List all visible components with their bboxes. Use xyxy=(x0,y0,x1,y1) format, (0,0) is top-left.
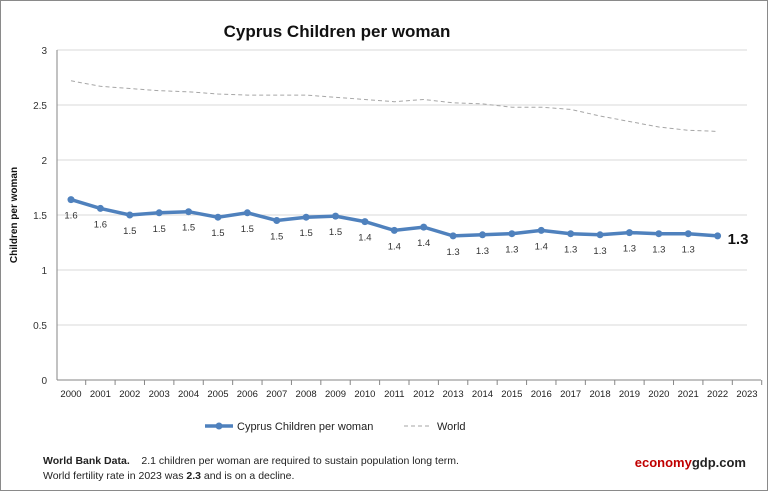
x-tick-label: 2001 xyxy=(90,389,111,400)
x-tick-label: 2013 xyxy=(443,389,464,400)
cyprus-data-point xyxy=(214,213,222,221)
cyprus-data-point xyxy=(155,209,163,217)
x-tick-label: 2015 xyxy=(501,389,522,400)
x-tick-label: 2019 xyxy=(619,389,640,400)
data-label: 1.5 xyxy=(211,228,224,239)
cyprus-data-point xyxy=(243,209,251,217)
brand-logo[interactable]: economygdp.com xyxy=(635,455,746,470)
footer-text: and is on a decline. xyxy=(200,470,295,482)
legend-world-label: World xyxy=(437,421,466,433)
world-rate: 2.3 xyxy=(186,470,201,482)
x-tick-label: 2020 xyxy=(648,389,669,400)
y-tick-label: 2.5 xyxy=(33,101,47,112)
cyprus-data-point xyxy=(655,230,663,238)
y-tick-label: 1 xyxy=(41,266,47,277)
y-axis-label: Children per woman xyxy=(9,167,20,263)
footer-note: 2.1 children per woman are required to s… xyxy=(141,455,459,467)
cyprus-data-point xyxy=(96,204,104,212)
x-tick-label: 2004 xyxy=(178,389,199,400)
legend-cyprus-marker xyxy=(215,422,223,430)
cyprus-data-point xyxy=(567,230,575,238)
cyprus-data-point xyxy=(332,212,340,220)
data-label: 1.5 xyxy=(270,232,283,243)
x-tick-label: 2002 xyxy=(119,389,140,400)
data-label: 1.4 xyxy=(535,241,548,252)
data-label: 1.3 xyxy=(682,245,695,256)
data-label: 1.3 xyxy=(652,245,665,256)
x-tick-label: 2006 xyxy=(237,389,258,400)
data-label: 1.6 xyxy=(64,211,77,222)
chart-title: Cyprus Children per woman xyxy=(224,22,451,41)
x-tick-label: 2000 xyxy=(60,389,81,400)
data-label: 1.3 xyxy=(476,246,489,257)
data-label: 1.4 xyxy=(388,241,401,252)
data-label: 1.5 xyxy=(329,227,342,238)
cyprus-data-point xyxy=(302,213,310,221)
cyprus-data-point xyxy=(625,229,633,237)
last-value-label: 1.3 xyxy=(728,231,749,248)
x-tick-label: 2023 xyxy=(736,389,757,400)
data-label: 1.3 xyxy=(623,244,636,255)
brand-dark: gdp.com xyxy=(691,455,746,470)
y-tick-label: 0.5 xyxy=(33,321,47,332)
world-series-line xyxy=(70,80,718,132)
cyprus-data-point xyxy=(185,208,193,216)
x-tick-label: 2005 xyxy=(207,389,228,400)
data-label: 1.5 xyxy=(182,223,195,234)
data-label: 1.4 xyxy=(417,238,430,249)
x-tick-label: 2011 xyxy=(384,389,404,400)
y-tick-label: 0 xyxy=(41,376,47,387)
cyprus-data-point xyxy=(126,211,134,219)
data-label: 1.3 xyxy=(593,246,606,257)
cyprus-data-point xyxy=(684,230,692,238)
x-tick-label: 2012 xyxy=(413,389,434,400)
x-tick-label: 2016 xyxy=(531,389,552,400)
brand-red: economy xyxy=(634,455,692,470)
data-label: 1.3 xyxy=(446,247,459,258)
x-tick-label: 2022 xyxy=(707,389,728,400)
cyprus-data-point xyxy=(390,226,398,234)
legend-cyprus-label: Cyprus Children per woman xyxy=(237,421,373,433)
footer-line-2: World fertility rate in 2023 was 2.3 and… xyxy=(43,470,294,482)
cyprus-data-point xyxy=(714,232,722,240)
cyprus-data-point xyxy=(67,196,75,204)
cyprus-data-point xyxy=(508,230,516,238)
y-tick-label: 3 xyxy=(41,46,47,57)
cyprus-data-point xyxy=(420,223,428,231)
data-label: 1.3 xyxy=(505,245,518,256)
cyprus-data-point xyxy=(449,232,457,240)
x-tick-label: 2021 xyxy=(678,389,699,400)
x-tick-label: 2010 xyxy=(354,389,375,400)
cyprus-data-point xyxy=(478,231,486,239)
cyprus-data-point xyxy=(273,217,281,224)
footer-text: World fertility rate in 2023 was xyxy=(43,470,187,482)
source-label: World Bank Data. xyxy=(43,455,130,467)
x-tick-label: 2008 xyxy=(296,389,317,400)
data-label: 1.5 xyxy=(153,224,166,235)
x-tick-label: 2017 xyxy=(560,389,581,400)
data-label: 1.5 xyxy=(300,228,313,239)
data-label: 1.4 xyxy=(358,233,371,244)
cyprus-data-point xyxy=(596,231,604,239)
x-tick-label: 2018 xyxy=(589,389,610,400)
y-tick-label: 1.5 xyxy=(33,211,47,222)
y-tick-label: 2 xyxy=(41,156,47,167)
data-label: 1.6 xyxy=(94,219,107,230)
cyprus-data-point xyxy=(537,226,545,234)
x-tick-label: 2007 xyxy=(266,389,287,400)
x-tick-label: 2014 xyxy=(472,389,493,400)
data-label: 1.3 xyxy=(564,245,577,256)
footer-line-1: World Bank Data. 2.1 children per woman … xyxy=(43,455,459,467)
x-tick-label: 2009 xyxy=(325,389,346,400)
x-tick-label: 2003 xyxy=(149,389,170,400)
cyprus-data-point xyxy=(361,218,369,226)
data-label: 1.5 xyxy=(123,226,136,237)
data-label: 1.5 xyxy=(241,224,254,235)
